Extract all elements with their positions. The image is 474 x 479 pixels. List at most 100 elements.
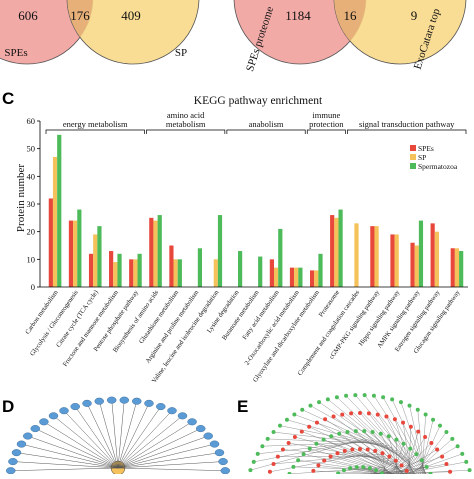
- network-node: [371, 430, 375, 434]
- y-tick-label: 30: [27, 199, 36, 209]
- network-node: [423, 435, 427, 439]
- y-tick-label: 50: [27, 144, 36, 154]
- network-node: [402, 442, 406, 446]
- network-node: [268, 470, 272, 474]
- group-bracket: [146, 130, 224, 134]
- network-node: [420, 458, 424, 462]
- panel-letter-e: E: [237, 397, 248, 416]
- group-bracket: [347, 130, 466, 134]
- network-node: [316, 463, 320, 467]
- network-node: [405, 469, 409, 473]
- bar-sp: [174, 259, 178, 287]
- bar-sp: [153, 221, 157, 287]
- legend-label: SP: [418, 153, 426, 162]
- group-label: signal transduction pathway: [359, 119, 455, 129]
- venn-a: 606 176 409 SPEs SP: [0, 0, 199, 64]
- network-node: [188, 419, 197, 426]
- network-node: [315, 421, 319, 425]
- network-node: [300, 430, 304, 434]
- bar-sp: [274, 268, 278, 287]
- bar-spes: [169, 246, 173, 288]
- bar-spermatozoa: [218, 215, 222, 287]
- network-node: [408, 447, 412, 451]
- network-node: [342, 468, 346, 472]
- y-axis-label: Protein number: [15, 164, 27, 232]
- network-node: [353, 393, 357, 397]
- network-node: [367, 411, 371, 415]
- venn-a-right-label: SP: [175, 47, 187, 59]
- network-node: [281, 448, 285, 452]
- network-edge: [17, 453, 118, 468]
- network-node: [425, 465, 429, 469]
- network-node: [376, 413, 380, 417]
- network-node: [204, 433, 213, 440]
- network-node: [394, 438, 398, 442]
- bar-spermatozoa: [158, 215, 162, 287]
- network-node: [8, 458, 17, 465]
- network-node: [332, 415, 336, 419]
- group-label: energy metabolism: [63, 119, 128, 129]
- network-node: [168, 407, 177, 414]
- bar-sp: [415, 246, 419, 288]
- network-node: [156, 403, 165, 410]
- venn-a-center-value: 176: [70, 8, 90, 23]
- network-node: [387, 455, 391, 459]
- bar-spes: [149, 218, 153, 287]
- network-node: [308, 447, 312, 451]
- group-bracket: [46, 130, 144, 134]
- network-node: [329, 434, 333, 438]
- network-node: [335, 451, 339, 455]
- network-node: [266, 437, 270, 441]
- network-node: [307, 425, 311, 429]
- y-tick-label: 40: [27, 171, 36, 181]
- network-node: [71, 403, 80, 410]
- network-edge: [118, 453, 219, 468]
- bar-sp: [314, 270, 318, 287]
- network-node: [276, 455, 280, 459]
- bar-sp: [93, 234, 97, 287]
- network-node: [256, 452, 260, 456]
- bar-spermatozoa: [459, 251, 463, 287]
- network-node: [178, 413, 187, 420]
- group-label: metabolism: [166, 119, 206, 129]
- bar-sp: [334, 218, 338, 287]
- bar-spermatozoa: [238, 251, 242, 287]
- bar-spes: [290, 268, 294, 287]
- bar-sp: [395, 234, 399, 287]
- network-edge: [118, 468, 225, 471]
- legend-label: SPEs: [418, 144, 434, 153]
- network-node: [120, 397, 129, 404]
- bar-sp: [374, 226, 378, 287]
- network-node: [329, 455, 333, 459]
- legend-label: Spermatozoa: [418, 162, 458, 171]
- network-node: [252, 460, 256, 464]
- bar-sp: [53, 157, 57, 287]
- network-node: [354, 429, 358, 433]
- network-node: [308, 404, 312, 408]
- bar-spermatozoa: [198, 248, 202, 287]
- network-node: [450, 437, 454, 441]
- network-node: [460, 452, 464, 456]
- network-node: [132, 398, 141, 405]
- network-node: [293, 435, 297, 439]
- network-node: [322, 459, 326, 463]
- bar-sp: [214, 259, 218, 287]
- network-node: [393, 417, 397, 421]
- network-node: [272, 462, 276, 466]
- bar-spermatozoa: [97, 226, 101, 287]
- bar-sp: [455, 248, 459, 287]
- network-node: [285, 418, 289, 422]
- network-node: [438, 424, 442, 428]
- network-node: [435, 448, 439, 452]
- network-node: [368, 466, 372, 470]
- network-node: [372, 394, 376, 398]
- bar-sp: [435, 232, 439, 287]
- group-bracket: [227, 130, 305, 134]
- bar-spes: [390, 234, 394, 287]
- legend-swatch: [410, 154, 416, 160]
- network-node: [39, 419, 48, 426]
- network-node: [400, 463, 404, 467]
- network-node: [83, 400, 92, 407]
- bar-spermatozoa: [278, 229, 282, 287]
- network-edge: [112, 400, 118, 468]
